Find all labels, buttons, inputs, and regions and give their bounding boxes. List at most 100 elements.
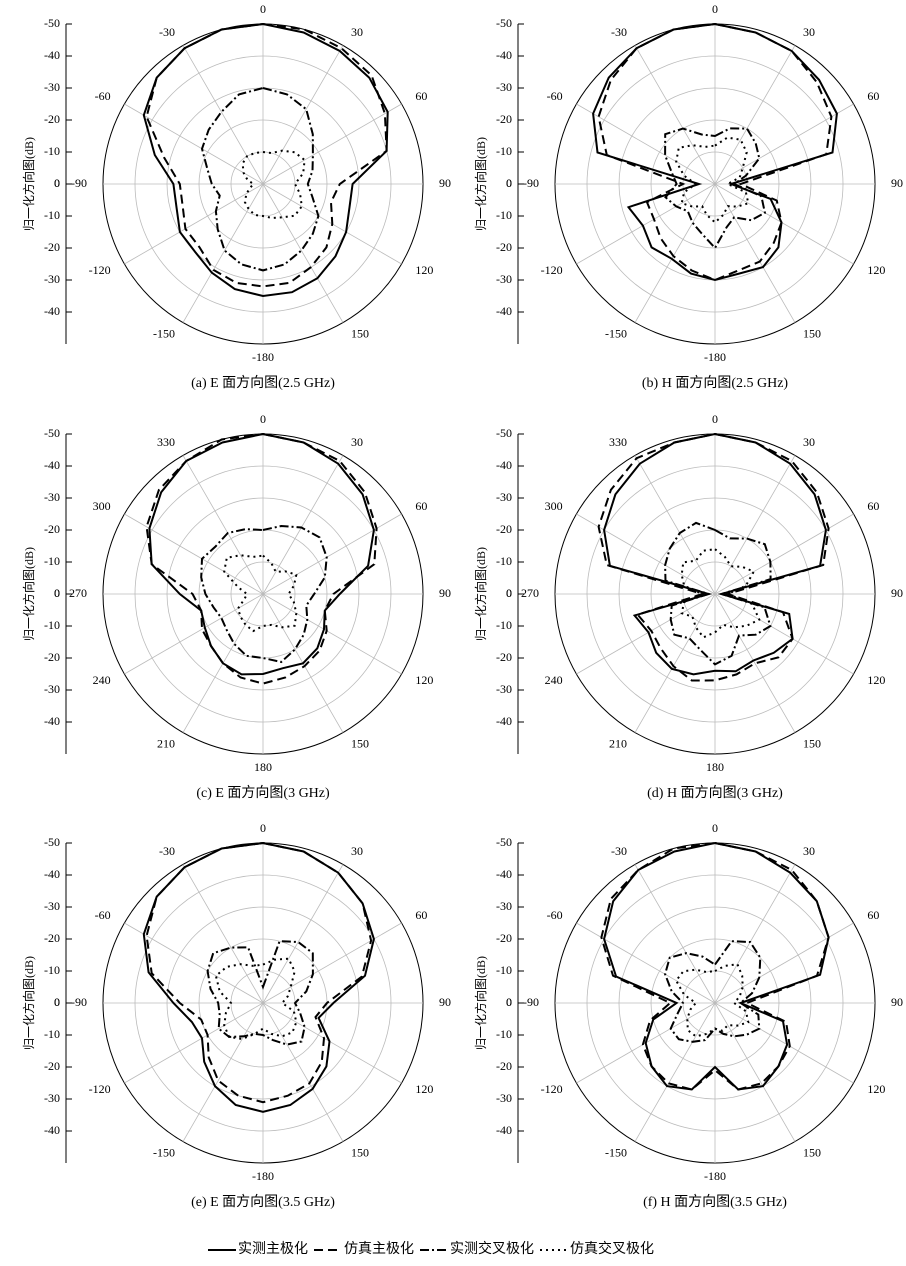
angle-label: 180 [706,760,724,774]
caption: (a) E 面方向图(2.5 GHz) [191,375,335,391]
spoke [714,45,796,185]
spoke [634,864,716,1004]
r-tick-label: -30 [44,682,60,696]
caption: (d) H 面方向图(3 GHz) [647,785,783,801]
r-tick-label: -40 [44,1123,60,1137]
angle-label: 0 [260,2,266,16]
angle-label: 0 [712,2,718,16]
r-tick-label: -30 [496,1091,512,1105]
angle-label: 30 [803,25,815,39]
angle-label: 120 [415,263,433,277]
spoke [262,45,344,185]
pattern-line [145,22,388,288]
pattern-line [603,432,827,676]
r-tick-label: -30 [496,80,512,94]
polar-chart: 0 30 60 90 120 150 180 210 240 270 300 330 -50 -40 -40… [473,412,903,801]
spoke [182,45,264,185]
angle-label: 90 [439,586,451,600]
spoke [714,593,796,733]
angle-label: -180 [704,350,726,364]
angle-label: -30 [611,844,627,858]
angle-label: 120 [867,263,885,277]
axis-label: 归一化方向图(dB) [21,137,36,231]
r-tick-label: -10 [496,618,512,632]
angle-label: -120 [541,263,563,277]
angle-label: 30 [351,844,363,858]
r-tick-label: -40 [496,48,512,62]
pattern-line [142,22,389,298]
spoke [714,1002,796,1142]
angle-label: -30 [611,25,627,39]
spoke [124,922,264,1004]
axis-label: 归一化方向图(dB) [21,547,36,641]
spoke [182,183,264,323]
angle-label: 330 [609,435,627,449]
spoke [182,1002,264,1142]
r-tick-label: -20 [496,522,512,536]
pattern-line [597,432,830,682]
spoke [262,513,402,595]
r-tick-label: -40 [44,714,60,728]
angle-label: 90 [891,586,903,600]
spoke [576,593,716,675]
spoke [124,183,264,265]
r-tick-label: -50 [496,835,512,849]
caption: (b) H 面方向图(2.5 GHz) [642,375,789,391]
axis-label: 归一化方向图(dB) [21,956,36,1050]
polar-chart: 0 30 60 90 120 150 180 210 240 270 300 330 -50 -40 -40… [21,412,451,801]
r-tick-label: -50 [44,426,60,440]
angle-label: 180 [254,760,272,774]
angle-label: 120 [415,673,433,687]
r-tick-label: -10 [496,963,512,977]
angle-label: 30 [351,435,363,449]
spoke [634,45,716,185]
angle-label: -90 [71,995,87,1009]
spoke [714,455,796,595]
spoke [262,864,344,1004]
pattern-line [200,524,328,664]
angle-label: -30 [159,844,175,858]
angle-label: 90 [891,176,903,190]
angle-label: 90 [439,995,451,1009]
spoke [124,513,264,595]
spoke [182,864,264,1004]
legend-label: 实测交叉极化 [450,1240,534,1257]
spoke [262,183,344,323]
angle-label: 330 [157,435,175,449]
r-tick-label: -50 [44,835,60,849]
polar-chart: 0 30 60 90 120 150 -180 -150 -120 -90 -60 -30 -50 -40… [21,2,451,391]
r-tick-label: -40 [44,458,60,472]
r-tick-label: -40 [496,867,512,881]
angle-label: 60 [867,499,879,513]
r-tick-label: -20 [44,931,60,945]
angle-label: 240 [545,673,563,687]
r-tick-label: -20 [496,931,512,945]
pattern-line [241,149,306,220]
spoke [576,513,716,595]
angle-label: -60 [95,908,111,922]
angle-label: 150 [351,326,369,340]
pattern-line [600,841,830,1091]
r-tick-label: -30 [496,682,512,696]
spoke [124,1002,264,1084]
r-tick-label: -20 [44,112,60,126]
angle-label: -30 [159,25,175,39]
r-tick-label: -10 [44,1027,60,1041]
polar-chart: 0 30 60 90 120 150 -180 -150 -120 -90 -60 -30 -50 -40… [473,2,903,391]
r-tick-label: 0 [54,586,60,600]
caption: (c) E 面方向图(3 GHz) [196,785,330,801]
r-tick-label: -30 [44,272,60,286]
angle-label: -60 [547,89,563,103]
angle-label: 30 [803,844,815,858]
angle-label: 60 [867,908,879,922]
r-tick-label: 0 [54,995,60,1009]
spoke [262,103,402,185]
angle-label: -180 [252,350,274,364]
pattern-line [603,841,830,1091]
angle-label: -90 [71,176,87,190]
spoke [576,922,716,1004]
angle-label: -150 [605,1145,627,1159]
spoke [634,1002,716,1142]
r-tick-label: 0 [506,995,512,1009]
pattern-line [592,22,838,282]
